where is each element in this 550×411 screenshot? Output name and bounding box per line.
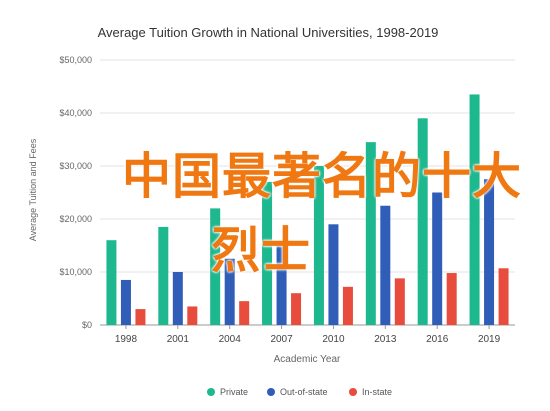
bar-out-of-state	[380, 205, 391, 325]
bar-private	[158, 226, 169, 325]
chart-title: Average Tuition Growth in National Unive…	[98, 25, 439, 40]
bar-in-state	[342, 286, 353, 325]
bar-private	[313, 166, 324, 325]
bar-out-of-state	[224, 258, 235, 325]
x-tick-label: 2007	[270, 334, 293, 345]
legend-label: Private	[220, 387, 248, 397]
y-tick-label: $10,000	[59, 267, 92, 277]
y-tick-label: $0	[82, 320, 92, 330]
x-tick-label: 2001	[167, 334, 190, 345]
bar-private	[365, 142, 376, 325]
legend: Private Out-of-state In-state	[207, 387, 392, 397]
bar-out-of-state	[328, 224, 339, 325]
bar-private	[106, 240, 117, 325]
bar-in-state	[135, 309, 146, 325]
bar-private	[210, 208, 221, 325]
y-tick-label: $40,000	[59, 108, 92, 118]
bar-in-state	[394, 278, 405, 325]
legend-swatch	[267, 388, 275, 396]
x-tick-label: 2019	[478, 334, 501, 345]
bar-out-of-state	[120, 279, 131, 325]
y-tick-label: $50,000	[59, 55, 92, 65]
gridlines	[100, 59, 515, 326]
legend-label: Out-of-state	[280, 387, 328, 397]
bar-series	[106, 94, 509, 325]
y-axis-ticks: $0 $10,000 $20,000 $30,000 $40,000 $50,000	[59, 55, 92, 330]
x-tick-label: 2016	[426, 334, 449, 345]
x-tick-label: 2010	[322, 334, 345, 345]
y-tick-label: $20,000	[59, 214, 92, 224]
bar-private	[262, 181, 273, 325]
x-tick-label: 1998	[115, 334, 138, 345]
y-axis-label: Average Tuition and Fees	[28, 138, 38, 241]
bar-out-of-state	[276, 242, 287, 325]
bar-private	[417, 118, 428, 325]
bar-in-state	[498, 268, 509, 325]
bar-in-state	[291, 293, 302, 325]
x-axis-label: Academic Year	[274, 354, 341, 365]
legend-swatch	[349, 388, 357, 396]
bar-in-state	[446, 273, 457, 325]
legend-swatch	[207, 388, 215, 396]
bar-out-of-state	[172, 272, 183, 325]
bar-in-state	[239, 301, 250, 325]
y-tick-label: $30,000	[59, 161, 92, 171]
bar-private	[469, 94, 480, 325]
legend-label: In-state	[362, 387, 392, 397]
bar-in-state	[187, 306, 198, 325]
x-axis-ticks: 1998 2001 2004 2007 2010 2013 2016 2019	[115, 325, 501, 345]
x-tick-label: 2013	[374, 334, 397, 345]
x-tick-label: 2004	[219, 334, 242, 345]
bar-out-of-state	[484, 179, 495, 325]
bar-out-of-state	[432, 192, 443, 325]
